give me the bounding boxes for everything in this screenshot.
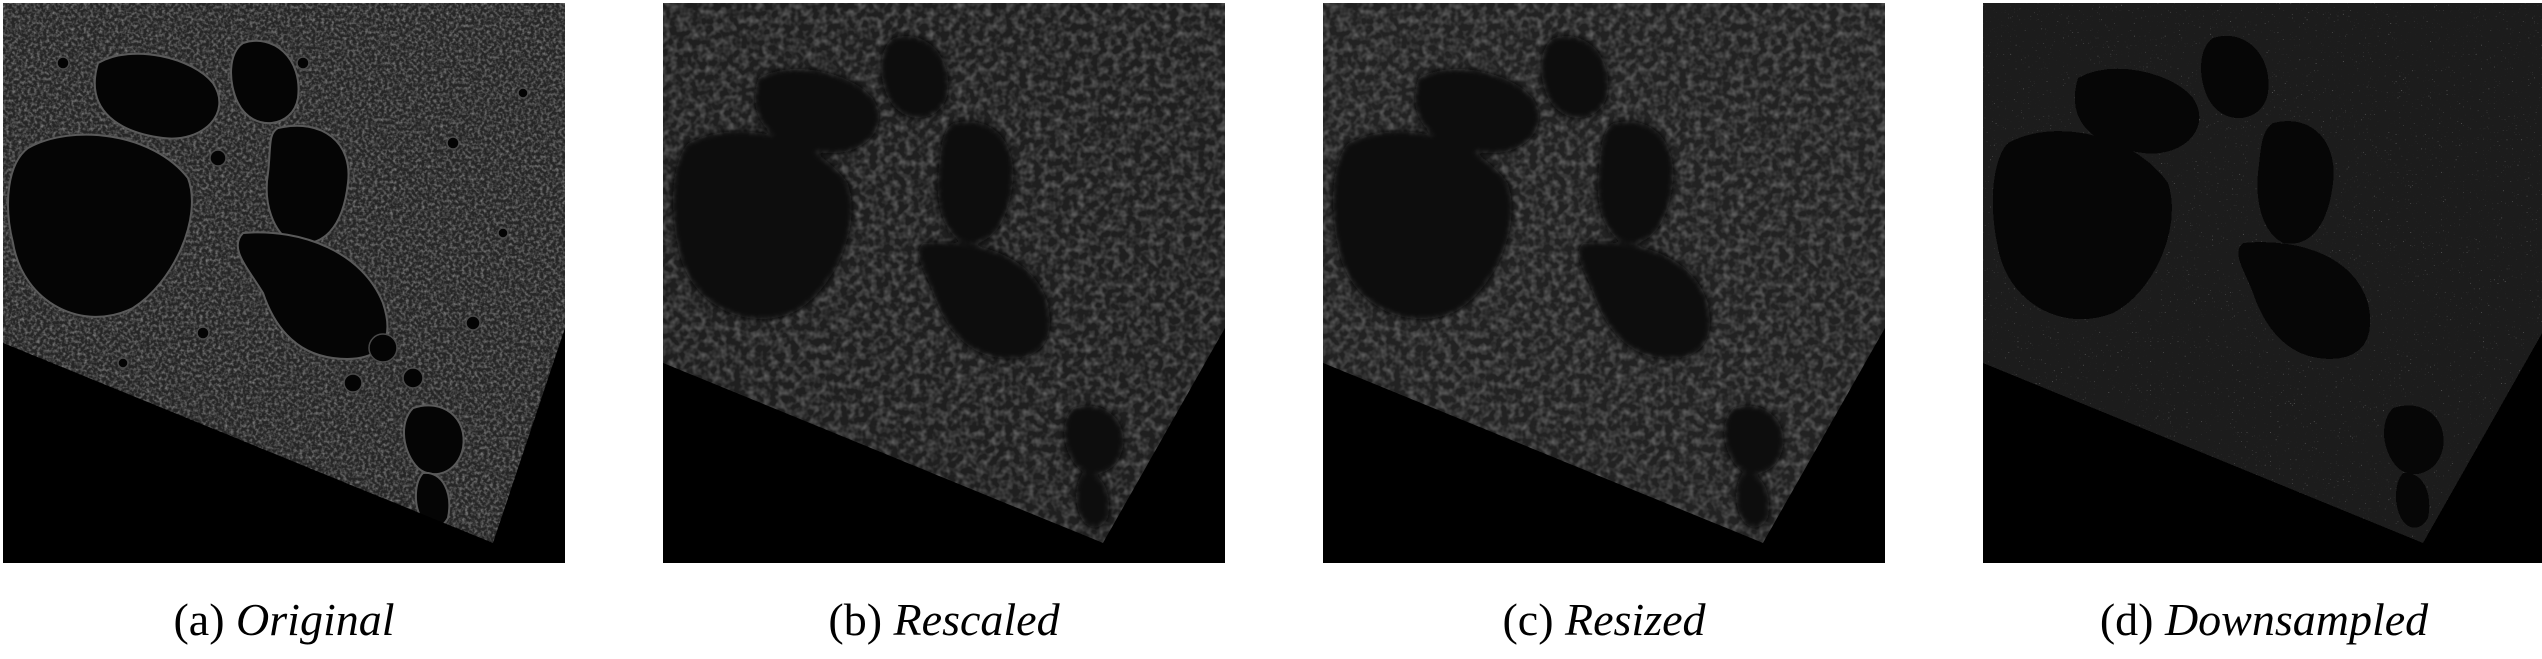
rescaled-image [663,3,1225,563]
caption-c-label: (c) [1502,594,1554,645]
caption-b-name: Rescaled [893,594,1060,645]
caption-c-name: Resized [1565,594,1706,645]
downsampled-image [1983,3,2542,563]
caption-a-name: Original [236,594,395,645]
panel-rescaled-image [663,3,1225,563]
caption-b: (b) Rescaled [624,590,1264,650]
original-image [3,3,565,563]
panel-resized-image [1323,3,1885,563]
caption-c: (c) Resized [1284,590,1924,650]
resized-image [1323,3,1885,563]
caption-a-label: (a) [173,594,225,645]
panel-downsampled-image [1983,3,2542,563]
caption-b-label: (b) [828,594,883,645]
caption-d: (d) Downsampled [1944,590,2542,650]
caption-a: (a) Original [0,590,604,650]
panel-original-image [3,3,565,563]
caption-d-label: (d) [2099,594,2154,645]
caption-d-name: Downsampled [2164,594,2429,645]
